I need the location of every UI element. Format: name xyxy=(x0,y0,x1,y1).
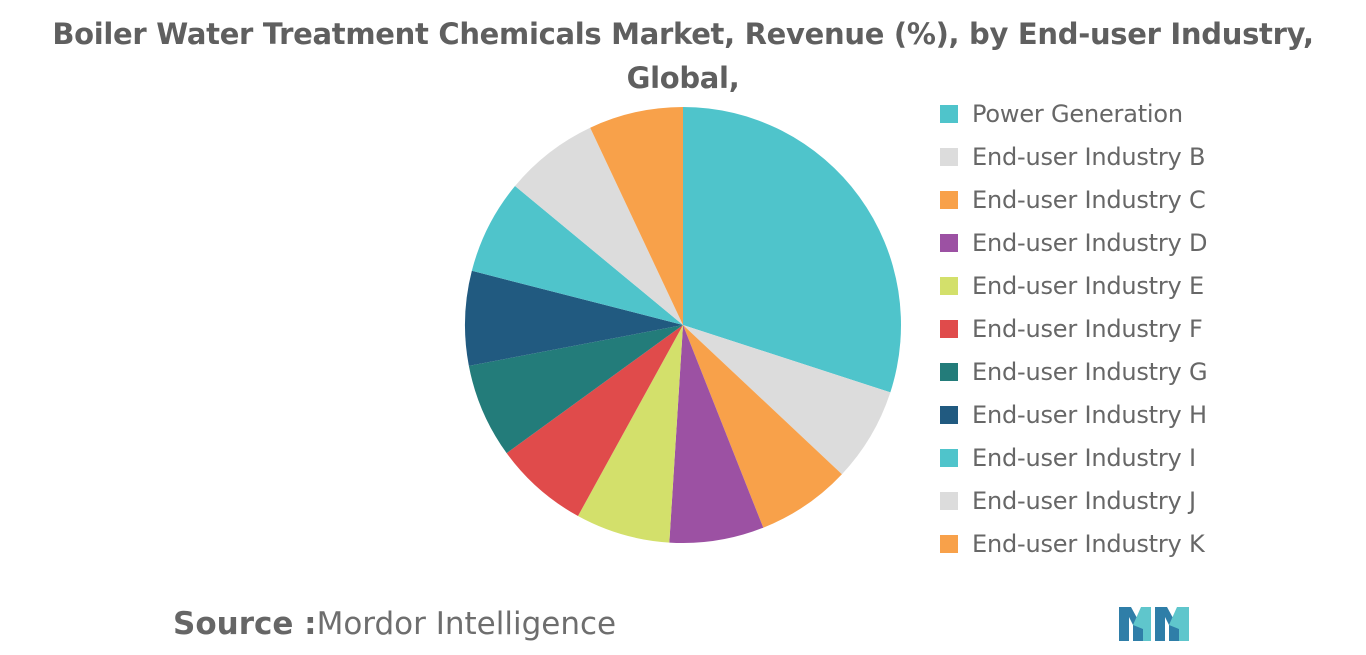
legend-swatch xyxy=(940,448,958,467)
chart-title: Boiler Water Treatment Chemicals Market,… xyxy=(0,12,1366,144)
pie-slice-8 xyxy=(465,270,683,366)
pie-slice-3 xyxy=(683,325,842,528)
legend-item-2: End-user Industry B xyxy=(940,135,1207,178)
legend-item-4: End-user Industry D xyxy=(940,221,1207,264)
pie-slice-11 xyxy=(590,107,683,325)
legend-label: End-user Industry I xyxy=(972,443,1196,472)
legend-item-7: End-user Industry G xyxy=(940,350,1208,393)
chart-legend: Power Generation End-user Industry B End-u… xyxy=(940,92,1208,565)
legend-swatch xyxy=(940,319,958,338)
legend-item-8: End-user Industry H xyxy=(940,393,1207,436)
legend-label: End-user Industry D xyxy=(972,228,1208,257)
source-note: Source :Mordor Intelligence xyxy=(173,606,616,642)
pie-slice-5 xyxy=(577,325,683,543)
pie-slice-7 xyxy=(468,325,683,454)
legend-swatch xyxy=(940,405,958,424)
legend-item-3: End-user Industry C xyxy=(940,178,1207,221)
pie-slice-10 xyxy=(515,127,683,325)
pie-slice-9 xyxy=(471,186,683,325)
pie-slice-4 xyxy=(669,325,764,543)
pie-slice-1 xyxy=(683,107,902,393)
legend-item-11: End-user Industry K xyxy=(940,522,1207,565)
legend-swatch xyxy=(940,190,958,209)
legend-item-9: End-user Industry I xyxy=(940,436,1207,479)
mordor-intelligence-logo xyxy=(1119,607,1189,641)
legend-swatch xyxy=(940,534,958,553)
legend-item-6: End-user Industry F xyxy=(940,307,1207,350)
legend-label: End-user Industry G xyxy=(972,357,1208,386)
legend-swatch xyxy=(940,147,958,166)
source-prefix: Source : xyxy=(173,606,317,642)
legend-swatch xyxy=(940,233,958,252)
legend-item-10: End-user Industry J xyxy=(940,479,1207,522)
legend-label: End-user Industry B xyxy=(972,142,1206,171)
legend-swatch xyxy=(940,491,958,510)
pie-slice-6 xyxy=(506,325,683,517)
legend-swatch xyxy=(940,276,958,295)
legend-label: End-user Industry J xyxy=(972,486,1196,515)
chart-title-line-1: Boiler Water Treatment Chemicals Market,… xyxy=(52,17,1314,95)
legend-item-5: End-user Industry E xyxy=(940,264,1207,307)
pie-slice-2 xyxy=(683,325,891,475)
legend-label: End-user Industry E xyxy=(972,271,1204,300)
legend-item-1: Power Generation xyxy=(940,92,1207,135)
source-name: Mordor Intelligence xyxy=(316,606,617,642)
legend-label: End-user Industry K xyxy=(972,529,1205,558)
legend-label: Power Generation xyxy=(972,99,1183,128)
legend-label: End-user Industry C xyxy=(972,185,1206,214)
legend-label: End-user Industry F xyxy=(972,314,1203,343)
legend-swatch xyxy=(940,362,958,381)
legend-swatch xyxy=(940,104,958,123)
legend-label: End-user Industry H xyxy=(972,400,1207,429)
